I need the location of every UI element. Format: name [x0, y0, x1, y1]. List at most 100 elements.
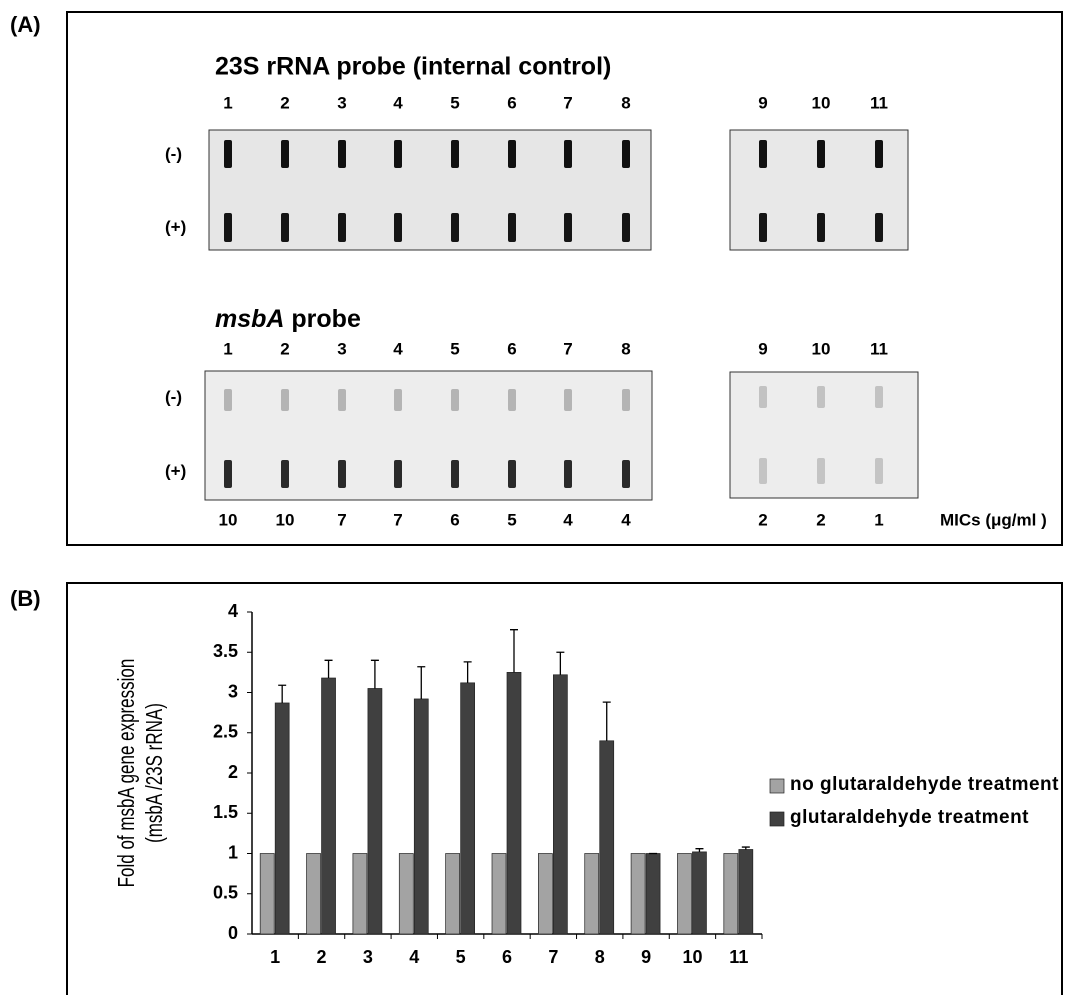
blot-band [817, 386, 825, 408]
x-tick-label: 10 [682, 947, 702, 967]
y-tick-label: 2 [228, 762, 238, 782]
blot-band [817, 140, 825, 168]
blot-band [817, 213, 825, 242]
y-tick-label: 4 [228, 601, 238, 621]
error-bar [371, 660, 379, 688]
blot-band [508, 213, 516, 242]
blot-band [759, 213, 767, 242]
bar [414, 699, 428, 934]
error-bar [417, 667, 425, 699]
lane-number: 3 [337, 93, 346, 112]
bar [724, 854, 738, 935]
blot-band [508, 389, 516, 411]
panel-label: (A) [10, 12, 41, 37]
blot-band [394, 213, 402, 242]
row-label: (+) [165, 217, 186, 236]
y-tick-label: 0.5 [213, 883, 238, 903]
blot-band [508, 460, 516, 488]
bar [446, 854, 460, 935]
bar [307, 854, 321, 935]
lane-number: 9 [758, 93, 767, 112]
x-tick-label: 8 [595, 947, 605, 967]
mic-value: 4 [563, 510, 573, 529]
bar [507, 672, 521, 934]
x-tick-label: 4 [409, 947, 419, 967]
probe-title: msbA probe [215, 305, 361, 333]
bar [585, 854, 599, 935]
probe-title-rest: probe [284, 305, 360, 333]
blot-band [508, 140, 516, 168]
lane-number: 11 [870, 93, 888, 112]
row-label: (-) [165, 144, 182, 163]
bar [322, 678, 336, 934]
y-tick-label: 0 [228, 923, 238, 943]
bar [739, 849, 753, 934]
bar [368, 688, 382, 934]
blot-band [564, 389, 572, 411]
blot-band [281, 140, 289, 168]
x-tick-label: 7 [548, 947, 558, 967]
blot [209, 130, 651, 250]
mic-value: 5 [507, 510, 516, 529]
x-tick-label: 2 [317, 947, 327, 967]
y-tick-label: 3 [228, 681, 238, 701]
blot-band [759, 140, 767, 168]
mic-value: 10 [219, 510, 238, 529]
bar [260, 854, 274, 935]
blot-band [394, 389, 402, 411]
bar [399, 854, 413, 935]
lane-number: 2 [280, 339, 289, 358]
lane-number: 6 [507, 93, 516, 112]
blot-band [281, 213, 289, 242]
lane-number: 4 [393, 93, 403, 112]
blot-band [759, 386, 767, 408]
mic-value: 6 [450, 510, 459, 529]
blot-band [451, 460, 459, 488]
y-axis-label: (msbA /23S rRNA) [143, 703, 168, 843]
lane-number: 7 [563, 339, 572, 358]
bar [646, 854, 660, 935]
figure-svg: (A) 23S rRNA probe (internal control) ms… [0, 0, 1075, 995]
blot-band [875, 213, 883, 242]
lane-number: 5 [450, 93, 459, 112]
lane-number: 7 [563, 93, 572, 112]
blot-band [564, 460, 572, 488]
lane-number: 4 [393, 339, 403, 358]
figure: (A) 23S rRNA probe (internal control) ms… [0, 0, 1075, 995]
lane-number: 10 [812, 339, 831, 358]
blot-band [281, 460, 289, 488]
mic-value: 2 [816, 510, 825, 529]
blot-band [224, 213, 232, 242]
x-tick-label: 9 [641, 947, 651, 967]
legend-label: no glutaraldehyde treatment [790, 774, 1060, 796]
blot-band [564, 213, 572, 242]
error-bar [278, 685, 286, 703]
x-tick-label: 6 [502, 947, 512, 967]
probe-title-italic: msbA [215, 305, 284, 333]
blot-band [338, 213, 346, 242]
legend-swatch [770, 779, 784, 793]
lane-number: 9 [758, 339, 767, 358]
bar [275, 703, 289, 934]
bar [461, 683, 475, 934]
blot-band [224, 140, 232, 168]
bar [492, 854, 506, 935]
blot-band [817, 458, 825, 484]
error-bar [510, 630, 518, 673]
lane-number: 5 [450, 339, 459, 358]
blot [205, 371, 652, 500]
error-bar [603, 702, 611, 741]
bar [538, 854, 552, 935]
bar [677, 854, 691, 935]
lane-number: 6 [507, 339, 516, 358]
y-axis-label: Fold of msbA gene expression [115, 659, 140, 888]
y-tick-label: 1 [228, 842, 238, 862]
bar [631, 854, 645, 935]
panel-label: (B) [10, 586, 41, 611]
blot-band [394, 140, 402, 168]
mics-label: MICs (μg/ml ) [940, 510, 1047, 529]
mic-value: 4 [621, 510, 631, 529]
bar [600, 741, 614, 934]
lane-number: 10 [812, 93, 831, 112]
row-label: (+) [165, 461, 186, 480]
